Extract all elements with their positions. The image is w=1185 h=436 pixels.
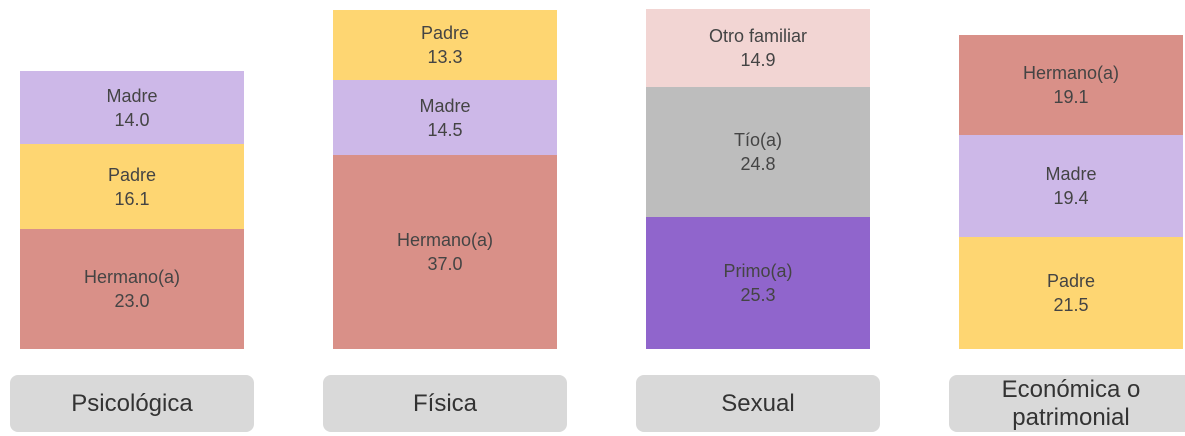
segment-name: Padre [1046,270,1096,291]
segment-value: 21.5 [1053,294,1089,315]
segment-name: Tío(a) [733,129,782,150]
bar-segment: Primo(a) 25.3 [646,216,870,349]
segment-name: Madre [1045,163,1097,184]
category-label: Sexual [636,375,880,432]
segment-name: Madre [106,85,158,106]
category-label: Psicológica [10,375,254,432]
segment-value: 25.3 [740,284,776,305]
segment-name: Hermano(a) [1022,63,1120,84]
segment-value: 19.4 [1053,187,1089,208]
segment-value: 19.1 [1053,87,1089,108]
segment-name: Primo(a) [723,260,793,281]
segment-name: Padre [107,164,157,185]
segment-value: 14.5 [427,119,463,140]
bar-segment: Padre 13.3 [333,10,557,80]
bar-segment: Madre 14.5 [333,79,557,156]
segment-value: 13.3 [427,46,463,67]
segment-name: Padre [420,22,470,43]
segment-name: Hermano(a) [83,266,181,287]
segment-name: Madre [419,95,471,116]
category-label: Económica o patrimonial [949,375,1185,432]
segment-value: 14.0 [114,109,150,130]
segment-value: 24.8 [740,153,776,174]
bar-segment: Madre 14.0 [20,71,244,145]
segment-value: 23.0 [114,290,150,311]
bar-segment: Hermano(a) 19.1 [959,35,1183,136]
bar-segment: Hermano(a) 23.0 [20,228,244,349]
bar-segment: Otro familiar 14.9 [646,9,870,87]
segment-name: Otro familiar [708,25,807,46]
bar-segment: Madre 19.4 [959,135,1183,237]
bar-segment: Tío(a) 24.8 [646,86,870,217]
segment-value: 37.0 [427,254,463,275]
bar-segment: Padre 16.1 [20,144,244,229]
segment-value: 16.1 [114,188,150,209]
category-label: Física [323,375,567,432]
segment-value: 14.9 [740,49,776,70]
segment-name: Hermano(a) [396,230,494,251]
bar-segment: Padre 21.5 [959,236,1183,349]
bar-segment: Hermano(a) 37.0 [333,155,557,349]
